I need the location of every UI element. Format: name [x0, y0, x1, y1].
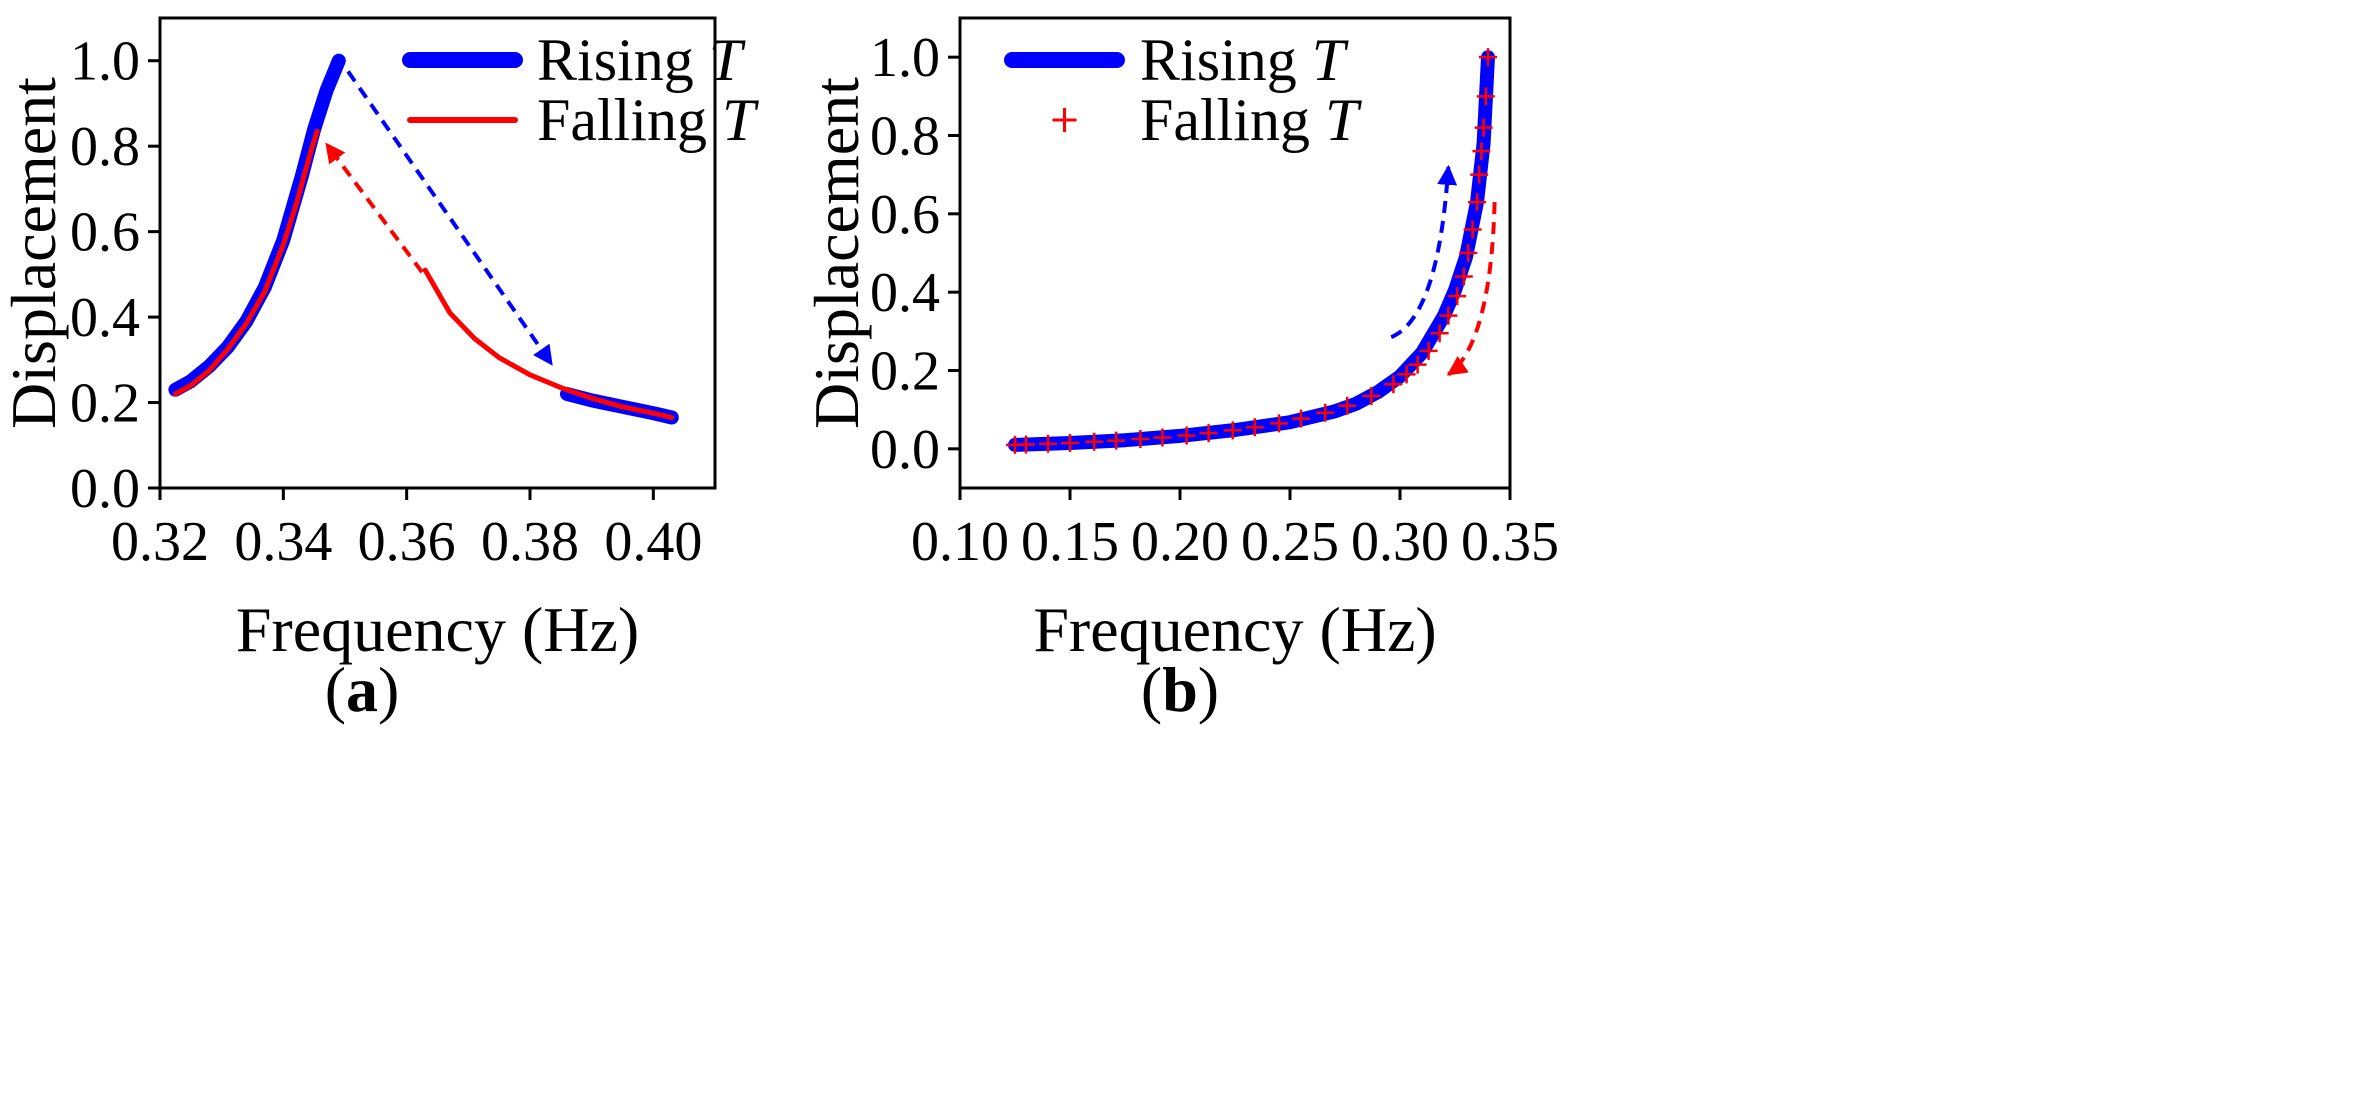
- data-point-plus: [1472, 142, 1491, 161]
- data-point-plus: [1408, 355, 1427, 374]
- series-line-segment: [168, 53, 346, 397]
- data-point-plus: [1397, 365, 1416, 384]
- data-point-plus: [1270, 414, 1288, 433]
- legend-label-italic: T: [709, 27, 746, 93]
- data-point-plus: [1474, 118, 1493, 137]
- x-tick-label: 0.32: [111, 511, 209, 573]
- panel-label: (b): [1141, 654, 1219, 725]
- panel-b: 0.10 0.15 0.20 0.25 0.30 0.35 0.0 0.2 0.4 0.6 0.8 1…: [801, 16, 1559, 725]
- data-point-plus: [1153, 428, 1172, 447]
- legend-label-text: Falling: [1140, 87, 1325, 153]
- data-point-plus: [1476, 87, 1495, 106]
- x-tick-label: 0.30: [1351, 511, 1449, 573]
- data-point-plus: [1085, 432, 1104, 451]
- legend-label-italic: T: [1312, 27, 1349, 93]
- x-tick-label: 0.10: [911, 511, 1009, 573]
- data-point-plus: [1468, 193, 1486, 212]
- y-tick-label: 0.8: [70, 116, 140, 178]
- panel-label: (a): [325, 654, 400, 725]
- x-tick-label: 0.20: [1131, 511, 1229, 573]
- data-point-plus: [1384, 375, 1403, 394]
- x-tick-label: 0.35: [1461, 511, 1559, 573]
- y-tick-label: 1.0: [870, 27, 940, 89]
- data-point-plus: [1419, 341, 1438, 360]
- dashed-arrow: [346, 70, 554, 366]
- series-line-segment: [172, 128, 320, 397]
- legend-label: Falling T: [537, 87, 759, 153]
- plot-frame: [158, 16, 717, 490]
- data-point-plus: [1448, 287, 1467, 306]
- series-falling-t: [172, 128, 675, 420]
- data-point-plus: [1061, 433, 1079, 452]
- data-point-plus: [1177, 426, 1196, 445]
- data-point-plus: [1017, 435, 1035, 454]
- legend-label-text: Rising: [1140, 27, 1312, 93]
- curved-dashed-arrow: [1390, 164, 1458, 340]
- y-tick-label: 0.8: [870, 106, 940, 168]
- data-point-plus: [1316, 403, 1335, 422]
- y-tick-label: 1.0: [70, 31, 140, 93]
- data-point-plus: [1470, 165, 1489, 184]
- x-tick-label: 0.36: [358, 511, 456, 573]
- legend-label: Rising T: [1140, 27, 1349, 93]
- y-tick-label: 0.6: [70, 202, 140, 264]
- plot-frame: [958, 16, 1512, 490]
- data-point-plus: [1292, 409, 1310, 428]
- data-point-plus: [1245, 418, 1264, 437]
- data-point-plus: [1107, 431, 1126, 450]
- data-point-plus: [1199, 424, 1218, 443]
- panel-a: 0.32 0.34 0.36 0.38 0.40 0.0 0.2 0.4 0.6 0.8 1.0 Fr…: [0, 16, 759, 725]
- y-tick-label: 0.6: [870, 184, 940, 246]
- y-axis-label: Displacement: [801, 77, 872, 429]
- y-tick-label: 0.0: [70, 458, 140, 520]
- data-point-plus: [1439, 306, 1458, 325]
- data-point-plus: [1479, 48, 1497, 67]
- x-axis-label: Frequency (Hz): [1033, 594, 1436, 665]
- data-point-plus: [1338, 396, 1357, 415]
- legend-label-text: Rising: [537, 27, 709, 93]
- x-tick-label: 0.25: [1241, 511, 1339, 573]
- data-point-plus: [1430, 324, 1449, 343]
- data-point-plus: [1039, 434, 1057, 453]
- legend-label: Rising T: [537, 27, 746, 93]
- y-tick-label: 0.2: [870, 341, 940, 403]
- data-point-plus: [1463, 220, 1482, 239]
- y-tick-label: 0.0: [870, 419, 940, 481]
- x-tick-label: 0.38: [481, 511, 579, 573]
- data-point-plus: [1362, 386, 1381, 405]
- curved-dashed-arrow: [1446, 202, 1497, 377]
- legend-label-text: Falling: [537, 87, 722, 153]
- data-point-plus: [1131, 430, 1150, 449]
- dashed-arrow: [324, 142, 424, 274]
- series-line-segment: [422, 267, 675, 420]
- legend-marker-plus: [1052, 108, 1077, 132]
- x-tick-label: 0.40: [604, 511, 702, 573]
- series-falling-t-markers: [1006, 48, 1497, 454]
- data-point-plus: [1454, 267, 1473, 286]
- data-point-plus: [1223, 421, 1242, 440]
- x-axis-label: Frequency (Hz): [236, 594, 639, 665]
- y-tick-label: 0.4: [870, 262, 940, 324]
- y-axis-label: Displacement: [0, 77, 69, 429]
- legend-label-italic: T: [722, 87, 759, 153]
- x-tick-label: 0.34: [234, 511, 332, 573]
- data-point-plus: [1459, 244, 1478, 262]
- y-tick-label: 0.2: [70, 373, 140, 435]
- x-tick-label: 0.15: [1021, 511, 1119, 573]
- legend-label: Falling T: [1140, 87, 1362, 153]
- legend-label-italic: T: [1325, 87, 1362, 153]
- y-tick-label: 0.4: [70, 287, 140, 349]
